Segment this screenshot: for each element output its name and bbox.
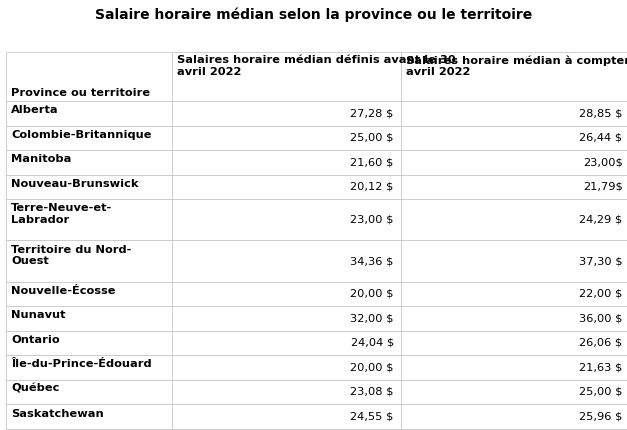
Bar [401,126,627,150]
Bar [401,306,627,331]
Text: Salaires horaire médian à compter du 30
avril 2022: Salaires horaire médian à compter du 30 … [406,55,627,77]
Bar [172,101,401,126]
Text: 32,00 $: 32,00 $ [350,313,394,323]
Bar [401,175,627,199]
Text: Nunavut: Nunavut [11,310,66,320]
Bar [172,240,401,282]
Bar [401,150,627,175]
Text: Nouvelle-Écosse: Nouvelle-Écosse [11,286,116,296]
Text: 25,00 $: 25,00 $ [579,387,623,397]
Text: 23,08 $: 23,08 $ [350,387,394,397]
Text: 20,12 $: 20,12 $ [350,182,394,192]
Bar [401,331,627,355]
Text: 20,00 $: 20,00 $ [350,362,394,372]
Text: 24,55 $: 24,55 $ [350,412,394,421]
Bar [6,240,172,282]
Bar [6,306,172,331]
Bar [6,355,172,380]
Bar [401,101,627,126]
Bar [172,404,401,429]
Text: 36,00 $: 36,00 $ [579,313,623,323]
Bar [401,52,627,101]
Text: 27,28 $: 27,28 $ [350,108,394,118]
Bar [172,175,401,199]
Bar [401,355,627,380]
Text: Île-du-Prince-Édouard: Île-du-Prince-Édouard [11,359,152,369]
Text: Ontario: Ontario [11,335,60,345]
Bar [6,199,172,240]
Bar [6,126,172,150]
Bar [401,240,627,282]
Bar [401,429,627,430]
Bar [401,199,627,240]
Bar [401,404,627,429]
Text: 20,00 $: 20,00 $ [350,289,394,299]
Text: Province ou territoire: Province ou territoire [11,88,150,98]
Text: 21,60 $: 21,60 $ [350,157,394,167]
Bar [6,101,172,126]
Bar [172,150,401,175]
Text: 23,00 $: 23,00 $ [350,215,394,225]
Text: Nouveau-Brunswick: Nouveau-Brunswick [11,179,139,189]
Text: 25,00 $: 25,00 $ [350,133,394,143]
Text: 26,06 $: 26,06 $ [579,338,623,348]
Text: 25,96 $: 25,96 $ [579,412,623,421]
Bar [6,429,172,430]
Bar [6,404,172,429]
Bar [6,331,172,355]
Text: 34,36 $: 34,36 $ [350,256,394,266]
Bar [172,331,401,355]
Bar [172,52,401,101]
Bar [6,380,172,404]
Text: Territoire du Nord-
Ouest: Territoire du Nord- Ouest [11,245,132,266]
Text: Québec: Québec [11,384,60,394]
Bar [172,355,401,380]
Text: 24,04 $: 24,04 $ [350,338,394,348]
Text: 22,00 $: 22,00 $ [579,289,623,299]
Bar [172,429,401,430]
Bar [6,282,172,306]
Bar [401,380,627,404]
Text: 24,29 $: 24,29 $ [579,215,623,225]
Text: 21,63 $: 21,63 $ [579,362,623,372]
Bar [6,175,172,199]
Bar [172,282,401,306]
Text: 23,00$: 23,00$ [582,157,623,167]
Text: Alberta: Alberta [11,105,59,115]
Text: Saskatchewan: Saskatchewan [11,408,104,418]
Text: 21,79$: 21,79$ [582,182,623,192]
Text: Colombie-Britannique: Colombie-Britannique [11,130,152,140]
Text: 37,30 $: 37,30 $ [579,256,623,266]
Bar [172,306,401,331]
Text: Salaires horaire médian définis avant le 30
avril 2022: Salaires horaire médian définis avant le… [177,55,456,77]
Text: 26,44 $: 26,44 $ [579,133,623,143]
Bar [401,282,627,306]
Text: 28,85 $: 28,85 $ [579,108,623,118]
Bar [172,380,401,404]
Text: Manitoba: Manitoba [11,154,71,164]
Text: Terre-Neuve-et-
Labrador: Terre-Neuve-et- Labrador [11,203,112,225]
Bar [6,150,172,175]
Bar [172,199,401,240]
Bar [172,126,401,150]
Text: Salaire horaire médian selon la province ou le territoire: Salaire horaire médian selon la province… [95,8,532,22]
Bar [6,52,172,101]
